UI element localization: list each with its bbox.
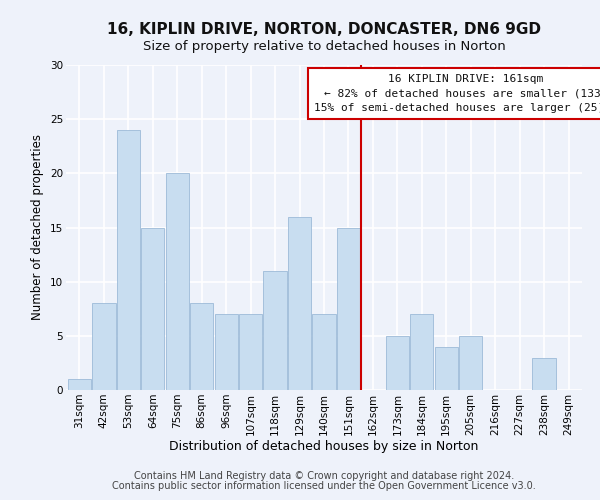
Text: Size of property relative to detached houses in Norton: Size of property relative to detached ho… [143,40,505,53]
Bar [313,314,335,390]
Bar [386,336,409,390]
Bar [68,379,91,390]
Bar [166,174,189,390]
Bar [410,314,433,390]
Bar [141,228,164,390]
Text: Contains public sector information licensed under the Open Government Licence v3: Contains public sector information licen… [112,481,536,491]
Bar [459,336,482,390]
X-axis label: Distribution of detached houses by size in Norton: Distribution of detached houses by size … [169,440,479,454]
Bar [117,130,140,390]
Bar [532,358,556,390]
Text: 16, KIPLIN DRIVE, NORTON, DONCASTER, DN6 9GD: 16, KIPLIN DRIVE, NORTON, DONCASTER, DN6… [107,22,541,38]
Text: Contains HM Land Registry data © Crown copyright and database right 2024.: Contains HM Land Registry data © Crown c… [134,471,514,481]
Bar [337,228,360,390]
Bar [288,216,311,390]
Bar [239,314,262,390]
Y-axis label: Number of detached properties: Number of detached properties [31,134,44,320]
Bar [434,346,458,390]
Bar [190,304,214,390]
Bar [263,271,287,390]
Text: 16 KIPLIN DRIVE: 161sqm
← 82% of detached houses are smaller (133)
15% of semi-d: 16 KIPLIN DRIVE: 161sqm ← 82% of detache… [314,74,600,114]
Bar [92,304,116,390]
Bar [215,314,238,390]
